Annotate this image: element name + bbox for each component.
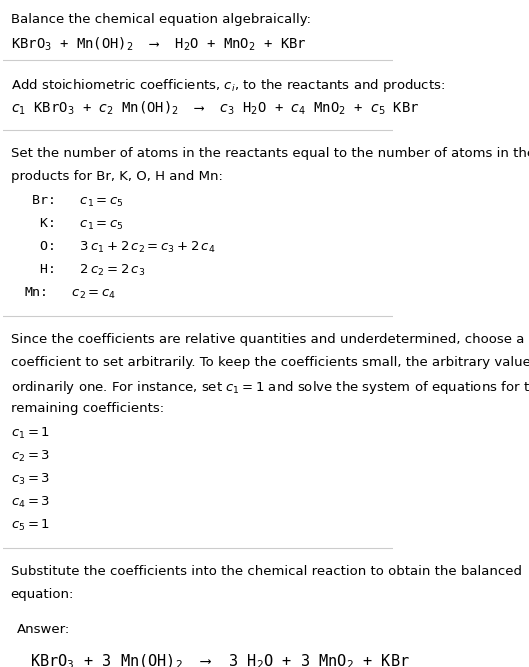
Text: coefficient to set arbitrarily. To keep the coefficients small, the arbitrary va: coefficient to set arbitrarily. To keep … <box>11 356 529 369</box>
Text: ordinarily one. For instance, set $c_1 = 1$ and solve the system of equations fo: ordinarily one. For instance, set $c_1 =… <box>11 379 529 396</box>
Text: Balance the chemical equation algebraically:: Balance the chemical equation algebraica… <box>11 13 311 26</box>
Text: Answer:: Answer: <box>16 623 70 636</box>
Text: $c_2 = 3$: $c_2 = 3$ <box>11 449 50 464</box>
Text: KBrO$_3$ + Mn(OH)$_2$  ⟶  H$_2$O + MnO$_2$ + KBr: KBrO$_3$ + Mn(OH)$_2$ ⟶ H$_2$O + MnO$_2$… <box>11 36 306 53</box>
Text: KBrO$_3$ + 3 Mn(OH)$_2$  ⟶  3 H$_2$O + 3 MnO$_2$ + KBr: KBrO$_3$ + 3 Mn(OH)$_2$ ⟶ 3 H$_2$O + 3 M… <box>30 653 410 667</box>
Text: products for Br, K, O, H and Mn:: products for Br, K, O, H and Mn: <box>11 169 223 183</box>
Text: $c_5 = 1$: $c_5 = 1$ <box>11 518 50 533</box>
Text: Set the number of atoms in the reactants equal to the number of atoms in the: Set the number of atoms in the reactants… <box>11 147 529 160</box>
Text: $c_3 = 3$: $c_3 = 3$ <box>11 472 50 487</box>
Text: Mn:   $c_2 = c_4$: Mn: $c_2 = c_4$ <box>24 286 116 301</box>
Text: O:   $3\,c_1 + 2\,c_2 = c_3 + 2\,c_4$: O: $3\,c_1 + 2\,c_2 = c_3 + 2\,c_4$ <box>24 240 216 255</box>
Text: Add stoichiometric coefficients, $c_i$, to the reactants and products:: Add stoichiometric coefficients, $c_i$, … <box>11 77 445 94</box>
Text: Substitute the coefficients into the chemical reaction to obtain the balanced: Substitute the coefficients into the che… <box>11 565 522 578</box>
Text: Since the coefficients are relative quantities and underdetermined, choose a: Since the coefficients are relative quan… <box>11 333 524 346</box>
Text: equation:: equation: <box>11 588 74 601</box>
Text: $c_4 = 3$: $c_4 = 3$ <box>11 495 50 510</box>
Text: Br:   $c_1 = c_5$: Br: $c_1 = c_5$ <box>24 194 124 209</box>
Text: H:   $2\,c_2 = 2\,c_3$: H: $2\,c_2 = 2\,c_3$ <box>24 263 145 278</box>
Text: remaining coefficients:: remaining coefficients: <box>11 402 163 415</box>
FancyBboxPatch shape <box>4 611 283 667</box>
Text: K:   $c_1 = c_5$: K: $c_1 = c_5$ <box>24 217 124 232</box>
Text: $c_1$ KBrO$_3$ + $c_2$ Mn(OH)$_2$  ⟶  $c_3$ H$_2$O + $c_4$ MnO$_2$ + $c_5$ KBr: $c_1$ KBrO$_3$ + $c_2$ Mn(OH)$_2$ ⟶ $c_3… <box>11 100 419 117</box>
Text: $c_1 = 1$: $c_1 = 1$ <box>11 426 50 442</box>
